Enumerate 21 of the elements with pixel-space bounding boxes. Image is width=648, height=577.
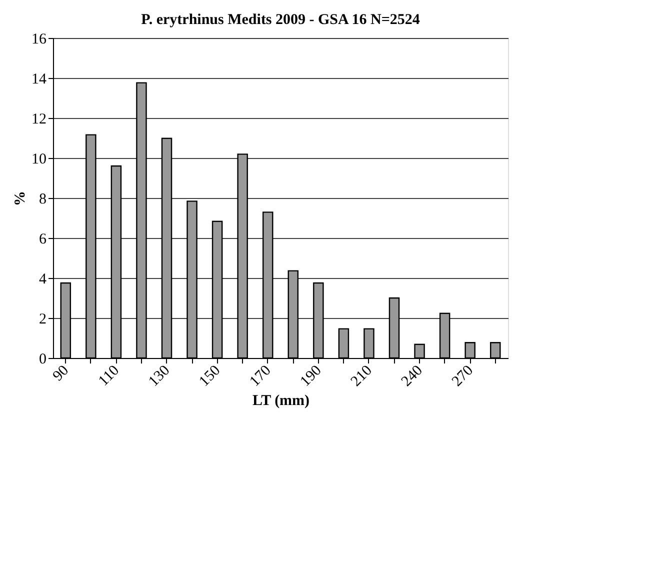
y-tick-label: 10	[32, 152, 46, 168]
x-tick-label: 170	[247, 362, 274, 390]
x-tick-label: 90	[50, 362, 72, 384]
y-tick-label: 12	[32, 112, 46, 128]
x-tick-label: 240	[398, 362, 426, 390]
x-tick-label: 210	[348, 362, 376, 390]
y-axis-title: %	[12, 191, 28, 206]
y-tick-label: 2	[39, 312, 46, 328]
y-tick-label: 16	[32, 32, 47, 48]
y-tick-label: 14	[32, 72, 47, 88]
x-tick-label: 150	[196, 362, 224, 390]
x-tick-label: 110	[96, 362, 123, 390]
chart-title: P. erytrhinus Medits 2009 - GSA 16 N=2524	[141, 12, 420, 28]
y-tick-label: 0	[39, 352, 46, 368]
x-tick-label: 190	[298, 362, 325, 390]
x-tick-label: 270	[449, 362, 476, 390]
y-tick-label: 4	[39, 272, 47, 288]
x-tick-label: 130	[146, 362, 174, 390]
y-tick-label: 6	[39, 232, 47, 248]
x-axis-title: LT (mm)	[252, 393, 310, 410]
y-tick-label: 8	[39, 192, 46, 208]
